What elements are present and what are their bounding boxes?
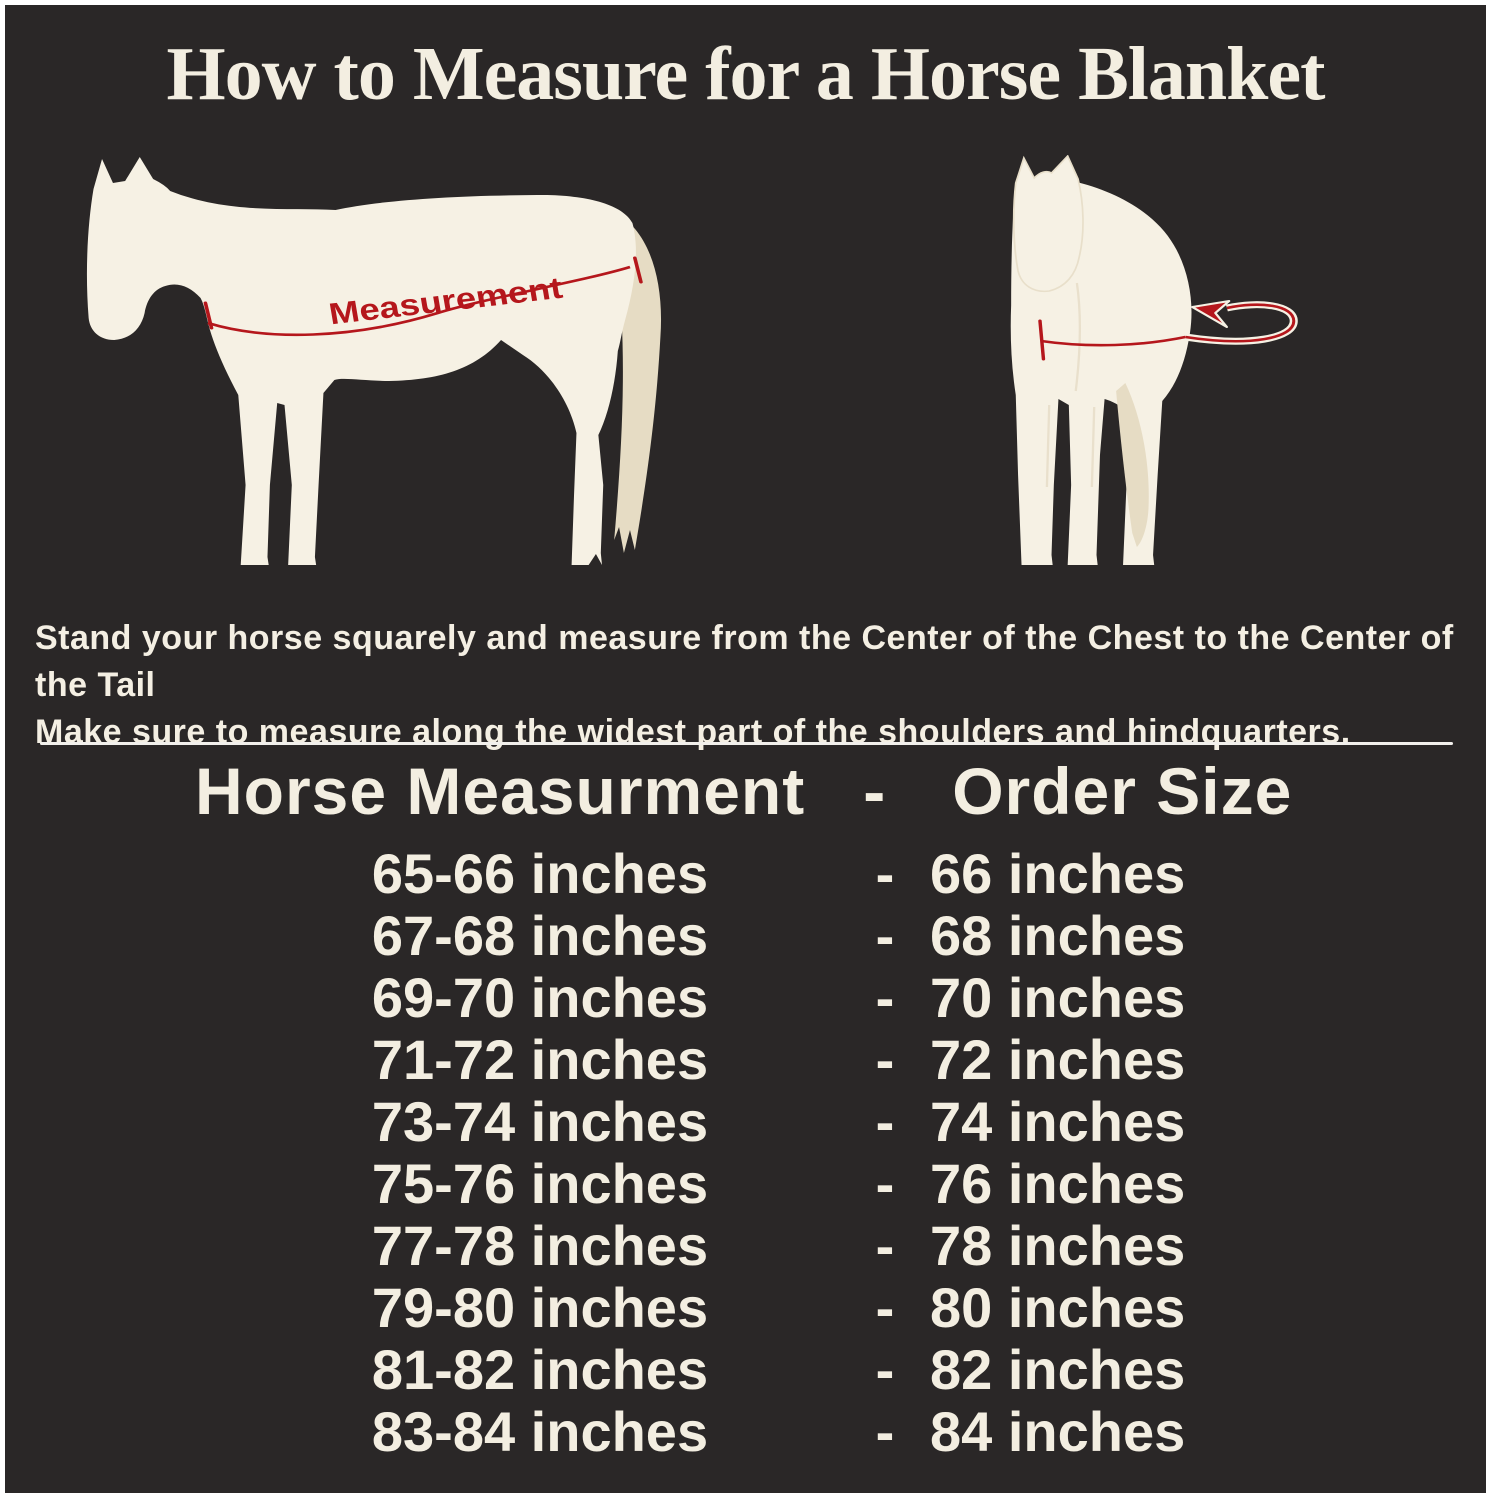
- row-measurement: 67-68 inches: [371, 904, 709, 967]
- row-measurement: 65-66 inches: [371, 842, 709, 905]
- row-separator: -: [875, 1214, 895, 1277]
- measurement-line: [207, 265, 631, 337]
- row-order-size: 68 inches: [930, 904, 1186, 967]
- size-table-rows: 65-66 inches - 66 inches 67-68 inches - …: [240, 842, 1186, 1463]
- header-measurement-label: Horse Measurment: [195, 754, 806, 828]
- row-measurement: 79-80 inches: [371, 1276, 709, 1339]
- table-row: 81-82 inches - 82 inches: [240, 1338, 1186, 1401]
- measurement-tick-tail: [633, 256, 643, 284]
- front-horse-head: [1012, 155, 1084, 293]
- row-order-size: 78 inches: [930, 1214, 1186, 1277]
- row-order-size: 84 inches: [930, 1400, 1186, 1463]
- row-measurement: 69-70 inches: [371, 966, 709, 1029]
- girth-loop: [1185, 303, 1296, 343]
- table-row: 73-74 inches - 74 inches: [240, 1090, 1186, 1153]
- divider-line: [40, 742, 1453, 745]
- size-table-header: Horse Measurment - Order Size: [195, 753, 1292, 829]
- infographic-background: How to Measure for a Horse Blanket Measu…: [5, 5, 1486, 1493]
- front-horse-leg-seam-right: [1090, 406, 1096, 488]
- table-row: 75-76 inches - 76 inches: [240, 1152, 1186, 1215]
- row-order-size: 66 inches: [930, 842, 1186, 905]
- table-row: 77-78 inches - 78 inches: [240, 1214, 1186, 1277]
- side-horse-illustration: Measurement: [86, 157, 662, 565]
- table-row: 79-80 inches - 80 inches: [240, 1276, 1186, 1339]
- row-order-size: 80 inches: [930, 1276, 1186, 1339]
- front-horse-illustration: [1010, 155, 1298, 565]
- page-title: How to Measure for a Horse Blanket: [166, 32, 1326, 116]
- row-measurement: 73-74 inches: [371, 1090, 709, 1153]
- row-measurement: 83-84 inches: [371, 1400, 709, 1463]
- row-measurement: 71-72 inches: [371, 1028, 709, 1091]
- front-horse-chest-seam: [1074, 282, 1081, 392]
- row-separator: -: [875, 842, 895, 905]
- row-measurement: 77-78 inches: [371, 1214, 709, 1277]
- row-order-size: 72 inches: [930, 1028, 1186, 1091]
- girth-line: [1040, 335, 1186, 347]
- header-separator: -: [863, 754, 887, 828]
- row-separator: -: [875, 1276, 895, 1339]
- row-separator: -: [875, 1338, 895, 1401]
- row-separator: -: [875, 1028, 895, 1091]
- row-separator: -: [875, 966, 895, 1029]
- row-separator: -: [875, 904, 895, 967]
- instruction-line-1: Stand your horse squarely and measure fr…: [35, 619, 1454, 704]
- row-order-size: 82 inches: [930, 1338, 1186, 1401]
- measuring-instructions: Stand your horse squarely and measure fr…: [35, 615, 1475, 756]
- row-measurement: 75-76 inches: [371, 1152, 709, 1215]
- front-horse-leg-seam-left: [1045, 404, 1051, 488]
- row-separator: -: [875, 1152, 895, 1215]
- row-separator: -: [875, 1090, 895, 1153]
- table-row: 83-84 inches - 84 inches: [240, 1400, 1186, 1463]
- table-row: 71-72 inches - 72 inches: [240, 1028, 1186, 1091]
- row-separator: -: [875, 1400, 895, 1463]
- row-order-size: 76 inches: [930, 1152, 1186, 1215]
- front-horse-tail: [1116, 383, 1149, 547]
- side-horse-body: [86, 157, 636, 565]
- table-row: 65-66 inches - 66 inches: [240, 842, 1186, 905]
- row-order-size: 74 inches: [930, 1090, 1186, 1153]
- row-measurement: 81-82 inches: [371, 1338, 709, 1401]
- header-order-label: Order Size: [952, 754, 1293, 828]
- row-order-size: 70 inches: [930, 966, 1186, 1029]
- table-row: 69-70 inches - 70 inches: [240, 966, 1186, 1029]
- table-row: 67-68 inches - 68 inches: [240, 904, 1186, 967]
- girth-arrowhead-icon: [1191, 300, 1231, 328]
- instruction-line-2: Make sure to measure along the widest pa…: [35, 713, 1351, 751]
